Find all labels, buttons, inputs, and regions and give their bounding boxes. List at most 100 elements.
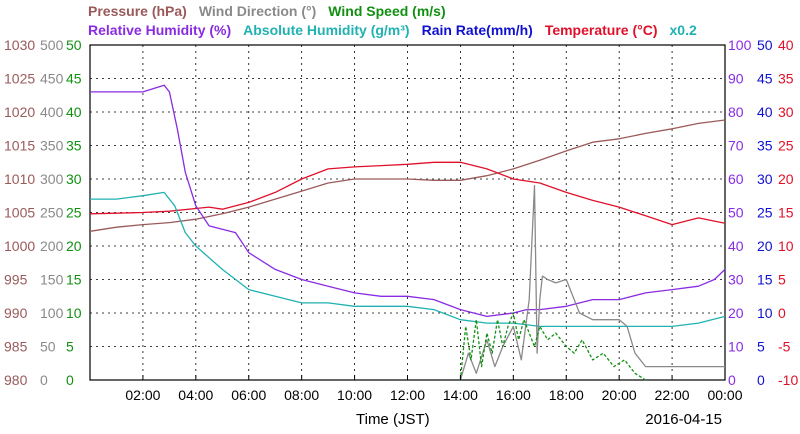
temp-tick-label: 5: [778, 272, 786, 288]
wind_dir-tick-label: 500: [40, 37, 64, 53]
pressure-tick-label: 1025: [4, 71, 35, 87]
grid-lines: [90, 45, 725, 380]
axis-tick-labels: 1030102510201015101010051000995990985980…: [4, 37, 798, 388]
wind_speed-tick-label: 30: [66, 171, 82, 187]
series-rh: [90, 84, 726, 318]
rain-tick-label: 10: [757, 305, 773, 321]
rh-tick-label: 20: [728, 305, 744, 321]
date-label: 2016-04-15: [645, 411, 722, 428]
x-tick-label: 22:00: [655, 387, 690, 403]
legend-rain: Rain Rate(mm/h): [422, 22, 533, 38]
temp-tick-label: 35: [778, 71, 794, 87]
rh-tick-label: 10: [728, 339, 744, 355]
x-tick-label: 08:00: [284, 387, 319, 403]
wind_dir-tick-label: 100: [40, 305, 64, 321]
pressure-tick-label: 1020: [4, 104, 35, 120]
pressure-tick-label: 1010: [4, 171, 35, 187]
x-tick-label: 04:00: [178, 387, 213, 403]
wind_dir-tick-label: 250: [40, 205, 64, 221]
wind_dir-tick-label: 350: [40, 138, 64, 154]
x-tick-label: 12:00: [390, 387, 425, 403]
series-pressure: [89, 119, 726, 232]
legend-row-1: Pressure (hPa) Wind Direction (°) Wind Spe…: [88, 3, 446, 19]
rain-tick-label: 0: [757, 372, 765, 388]
legend-wind_dir: Wind Direction (°): [199, 3, 316, 19]
wind_dir-tick-label: 400: [40, 104, 64, 120]
pressure-tick-label: 1000: [4, 238, 35, 254]
wind_dir-tick-label: 450: [40, 71, 64, 87]
x-tick-labels: 02:00 04:00 06:00 08:00 10:00 12:00 14:00 16:00…: [125, 375, 743, 403]
x-tick-label: 06:00: [231, 387, 266, 403]
wind_speed-tick-label: 15: [66, 272, 82, 288]
temp-tick-label: 30: [778, 104, 794, 120]
rh-tick-label: 80: [728, 104, 744, 120]
pressure-tick-label: 980: [4, 372, 28, 388]
temp-tick-label: 20: [778, 171, 794, 187]
wind_speed-tick-label: 20: [66, 238, 82, 254]
x-tick-label: 00:00: [707, 387, 742, 403]
pressure-tick-label: 1015: [4, 138, 35, 154]
wind_dir-tick-label: 200: [40, 238, 64, 254]
legend-pressure: Pressure (hPa): [88, 3, 187, 19]
temp-tick-label: 15: [778, 205, 794, 221]
wind_dir-tick-label: 50: [40, 339, 56, 355]
pressure-tick-label: 985: [4, 339, 28, 355]
rain-tick-label: 40: [757, 104, 773, 120]
legend-row-2: Relative Humidity (%) Absolute Humidity (…: [88, 22, 697, 38]
rain-tick-label: 45: [757, 71, 773, 87]
rain-tick-label: 15: [757, 272, 773, 288]
rain-tick-label: 5: [757, 339, 765, 355]
rh-tick-label: 90: [728, 71, 744, 87]
rh-tick-label: 30: [728, 272, 744, 288]
rain-tick-label: 35: [757, 138, 773, 154]
pressure-tick-label: 1005: [4, 205, 35, 221]
rain-tick-label: 20: [757, 238, 773, 254]
temp-tick-label: 25: [778, 138, 794, 154]
x-tick-label: 10:00: [337, 387, 372, 403]
temp-tick-label: 10: [778, 238, 794, 254]
wind_dir-tick-label: 300: [40, 171, 64, 187]
x-tick-label: 14:00: [443, 387, 478, 403]
legend-temp: Temperature (°C): [545, 22, 658, 38]
series-rh: [90, 191, 726, 328]
plot-frame: [89, 44, 726, 381]
series-layer: [89, 84, 726, 381]
x-axis-label: Time (JST): [356, 411, 430, 428]
temp-tick-label: -5: [778, 339, 791, 355]
rh-tick-label: 100: [728, 37, 752, 53]
x-tick-label: 16:00: [496, 387, 531, 403]
wind_dir-tick-label: 150: [40, 272, 64, 288]
rh-tick-label: 60: [728, 171, 744, 187]
wind_speed-tick-label: 0: [66, 372, 74, 388]
series-wind_dir: [459, 185, 725, 381]
temp-tick-label: -10: [778, 372, 798, 388]
wind_speed-tick-label: 10: [66, 305, 82, 321]
rh-tick-label: 0: [728, 372, 736, 388]
wind_speed-tick-label: 25: [66, 205, 82, 221]
legend-ah_scale: x0.2: [670, 22, 697, 38]
wind_speed-tick-label: 35: [66, 138, 82, 154]
legend-wind_speed: Wind Speed (m/s): [328, 3, 445, 19]
wind_speed-tick-label: 40: [66, 104, 82, 120]
rh-tick-label: 40: [728, 238, 744, 254]
wind_speed-tick-label: 45: [66, 71, 82, 87]
x-tick-label: 18:00: [549, 387, 584, 403]
pressure-tick-label: 1030: [4, 37, 35, 53]
rh-tick-label: 70: [728, 138, 744, 154]
x-tick-label: 20:00: [602, 387, 637, 403]
pressure-tick-label: 990: [4, 305, 28, 321]
wind_speed-tick-label: 50: [66, 37, 82, 53]
temp-tick-label: 40: [778, 37, 794, 53]
legend-ah: Absolute Humidity (g/m³): [243, 22, 409, 38]
x-tick-label: 02:00: [125, 387, 160, 403]
pressure-tick-label: 995: [4, 272, 28, 288]
temp-tick-label: 0: [778, 305, 786, 321]
series-wind_speed: [459, 312, 646, 381]
wind_dir-tick-label: 0: [40, 372, 48, 388]
rain-tick-label: 50: [757, 37, 773, 53]
wind_speed-tick-label: 5: [66, 339, 74, 355]
rain-tick-label: 25: [757, 205, 773, 221]
rain-tick-label: 30: [757, 171, 773, 187]
legend-rh: Relative Humidity (%): [88, 22, 231, 38]
